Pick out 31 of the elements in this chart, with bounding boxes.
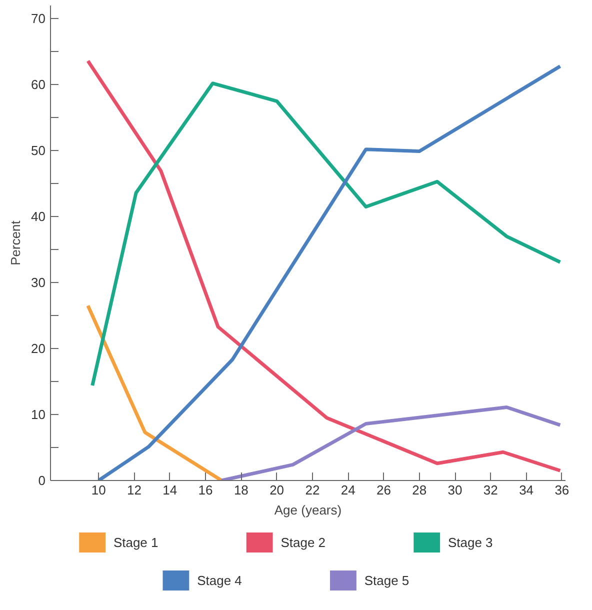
x-tick-label: 22 (305, 482, 320, 498)
legend-label: Stage 3 (448, 535, 493, 550)
y-axis-title: Percent (8, 220, 24, 266)
y-tick-label: 70 (31, 11, 46, 26)
y-tick-label: 20 (31, 341, 46, 356)
x-tick-label: 20 (270, 482, 284, 498)
x-tick-label: 16 (198, 482, 213, 498)
legend-label: Stage 2 (280, 535, 326, 550)
x-axis-title: Age (years) (274, 502, 342, 518)
y-tick-label: 30 (31, 275, 46, 290)
x-tick-label: 30 (448, 482, 462, 498)
x-tick-label: 14 (162, 482, 178, 498)
y-tick-label: 40 (31, 209, 46, 224)
x-tick-label: 32 (483, 482, 498, 498)
legend-label: Stage 5 (364, 573, 410, 588)
legend-label: Stage 4 (197, 573, 242, 588)
x-tick-label: 12 (127, 482, 142, 498)
x-tick-label: 36 (554, 482, 570, 498)
y-tick-label: 50 (31, 143, 46, 158)
x-tick-label: 34 (519, 482, 534, 498)
y-tick-label: 10 (31, 407, 46, 422)
x-tick-label: 24 (340, 482, 356, 498)
x-tick-label: 26 (376, 482, 391, 498)
x-tick-label: 28 (412, 482, 427, 498)
y-tick-label: 0 (38, 473, 46, 488)
line-series (90, 82, 562, 388)
legend-label: Stage 1 (113, 535, 158, 550)
line-series (220, 406, 562, 480)
x-tick-label: 10 (91, 482, 106, 498)
x-tick-label: 18 (234, 482, 248, 498)
y-tick-label: 60 (31, 77, 46, 92)
